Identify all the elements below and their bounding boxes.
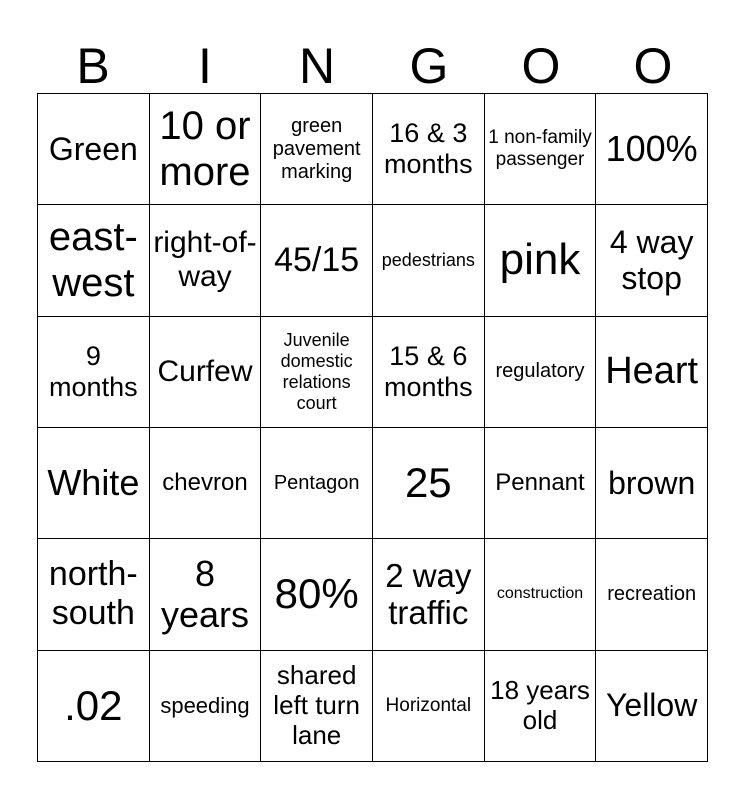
bingo-cell[interactable]: 15 & 6 months [372,316,485,428]
bingo-cell[interactable]: recreation [596,539,708,651]
bingo-cell[interactable]: 2 way traffic [372,539,485,651]
header-letter: O [521,38,561,94]
bingo-cell[interactable]: regulatory [484,316,597,428]
bingo-cell[interactable]: 80% [261,539,373,651]
bingo-cell[interactable]: right-of-way [149,205,262,317]
bingo-cell[interactable]: 9 months [38,316,150,428]
bingo-cell[interactable]: Pennant [484,428,597,540]
bingo-cell[interactable]: 18 years old [484,650,597,762]
bingo-cell[interactable]: shared left turn lane [261,650,373,762]
bingo-cell[interactable]: brown [596,428,708,540]
bingo-cell[interactable]: 100% [596,94,708,206]
bingo-header: B I N G O O [37,36,709,96]
bingo-cell[interactable]: Horizontal [372,650,485,762]
header-letter: I [198,38,212,94]
bingo-cell[interactable]: 10 or more [149,94,262,206]
bingo-cell[interactable]: Pentagon [261,428,373,540]
bingo-cell[interactable]: green pavement marking [261,94,373,206]
bingo-grid: Green 10 or more green pavement marking 16 … [37,93,708,762]
header-letter: O [633,38,673,94]
bingo-cell[interactable]: Heart [596,316,708,428]
bingo-cell[interactable]: construction [484,539,597,651]
bingo-cell[interactable]: pedestrians [372,205,485,317]
bingo-cell[interactable]: Yellow [596,650,708,762]
header-letter: G [409,38,449,94]
bingo-cell[interactable]: 25 [372,428,485,540]
bingo-cell[interactable]: Juvenile domestic relations court [261,316,373,428]
bingo-cell[interactable]: north-south [38,539,150,651]
bingo-cell[interactable]: 16 & 3 months [372,94,485,206]
bingo-cell[interactable]: Curfew [149,316,262,428]
header-letter: B [76,38,110,94]
bingo-cell[interactable]: 45/15 [261,205,373,317]
bingo-cell[interactable]: 8 years [149,539,262,651]
bingo-cell[interactable]: 1 non-family passenger [484,94,597,206]
header-letter: N [298,38,336,94]
bingo-cell[interactable]: pink [484,205,597,317]
bingo-cell[interactable]: .02 [38,650,150,762]
bingo-cell[interactable]: 4 way stop [596,205,708,317]
bingo-cell[interactable]: chevron [149,428,262,540]
bingo-cell[interactable]: Green [38,94,150,206]
bingo-cell[interactable]: speeding [149,650,262,762]
bingo-cell[interactable]: east-west [38,205,150,317]
bingo-cell[interactable]: White [38,428,150,540]
